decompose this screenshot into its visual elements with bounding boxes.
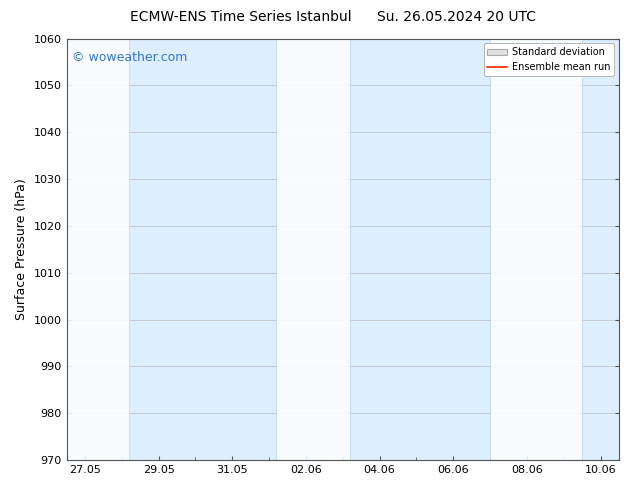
Bar <box>276 39 350 460</box>
Text: ECMW-ENS Time Series Istanbul: ECMW-ENS Time Series Istanbul <box>130 10 352 24</box>
Bar <box>67 39 129 460</box>
Legend: Standard deviation, Ensemble mean run: Standard deviation, Ensemble mean run <box>484 44 614 76</box>
Text: © woweather.com: © woweather.com <box>72 51 188 64</box>
Y-axis label: Surface Pressure (hPa): Surface Pressure (hPa) <box>15 178 28 320</box>
Text: Su. 26.05.2024 20 UTC: Su. 26.05.2024 20 UTC <box>377 10 536 24</box>
Bar <box>490 39 582 460</box>
